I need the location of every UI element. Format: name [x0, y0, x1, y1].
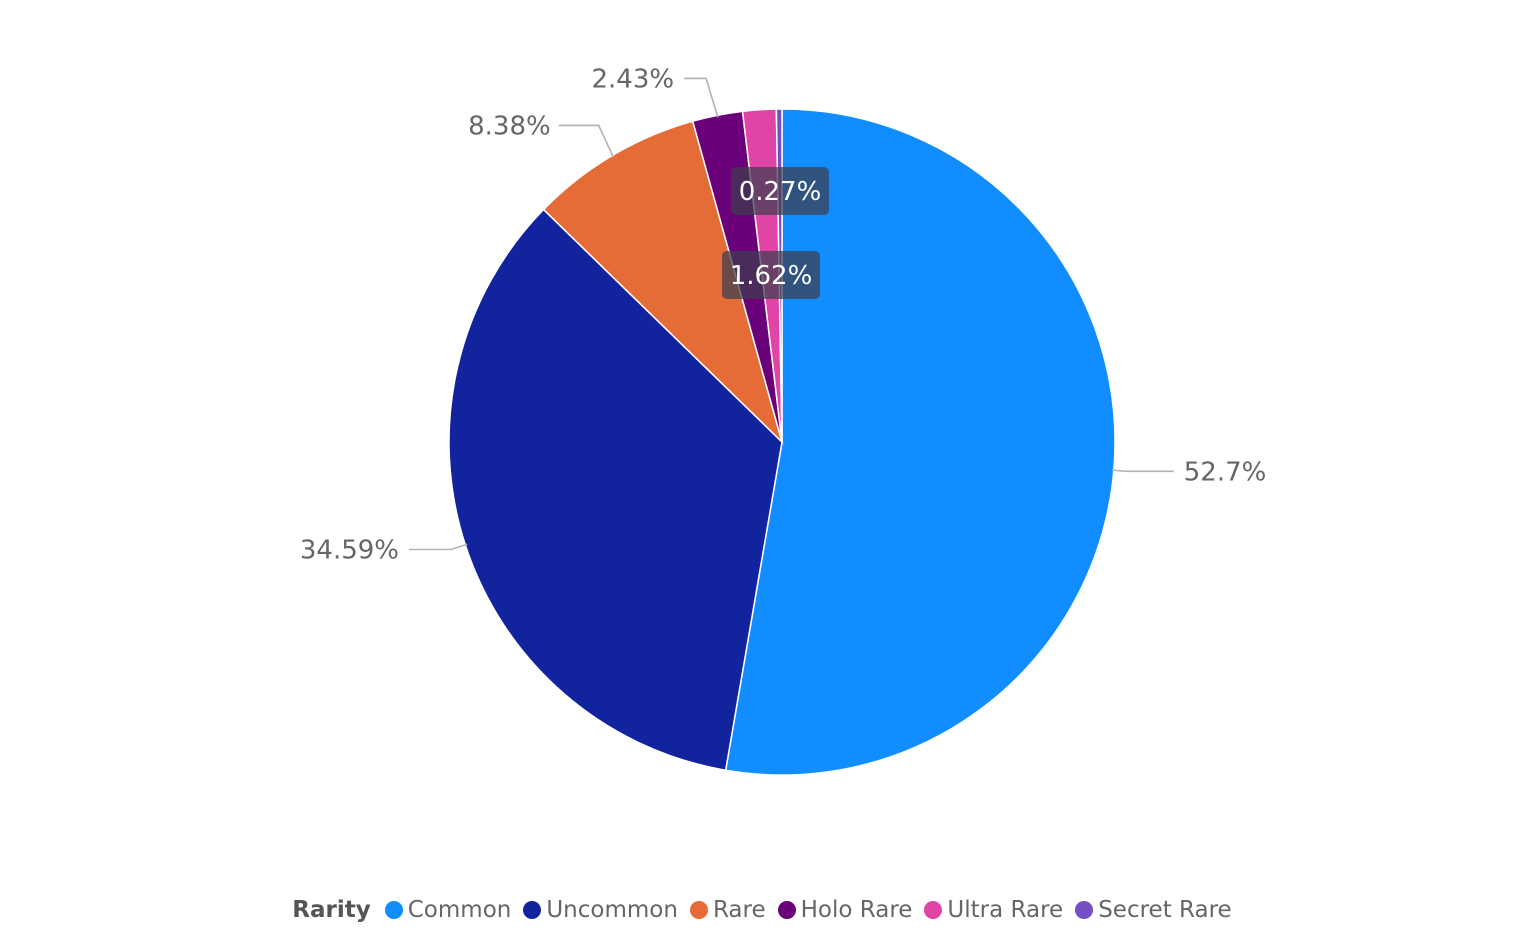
legend-label-common: Common — [407, 897, 512, 923]
data-label-secret-rare: 0.27% — [739, 177, 822, 207]
legend-title: Rarity — [292, 897, 371, 923]
leader-line-holo-rare — [684, 77, 719, 118]
legend-label-holo-rare: Holo Rare — [800, 897, 913, 923]
legend-item-uncommon[interactable]: Uncommon — [523, 897, 678, 923]
legend-marker-ultra-rare — [924, 901, 943, 919]
leader-line-rare — [558, 124, 615, 158]
data-label-rare: 8.38% — [468, 111, 551, 141]
legend-label-secret-rare: Secret Rare — [1098, 897, 1232, 923]
legend-item-common[interactable]: Common — [384, 897, 512, 923]
pie-slices — [448, 108, 1116, 776]
leader-line-common — [1111, 469, 1174, 473]
legend-marker-holo-rare — [777, 901, 796, 919]
data-label-uncommon: 34.59% — [300, 535, 399, 565]
legend-item-secret-rare[interactable]: Secret Rare — [1075, 897, 1232, 923]
legend-item-ultra-rare[interactable]: Ultra Rare — [924, 897, 1063, 923]
legend-item-rare[interactable]: Rare — [689, 897, 766, 923]
legend-items: Common Uncommon Rare Holo Rare Ultra Rare Sec… — [384, 897, 1244, 923]
legend: Rarity Common Uncommon Rare Holo Rare Ultra … — [0, 890, 1536, 930]
data-labels: 52.7% 34.59% 8.38% 2.43% 1.62% 0.27% — [300, 64, 1266, 565]
data-label-box-secret-rare — [731, 167, 829, 215]
leader-lines — [409, 77, 1174, 551]
legend-item-holo-rare[interactable]: Holo Rare — [777, 897, 913, 923]
legend-marker-common — [384, 901, 403, 919]
data-label-box-ultra-rare — [722, 251, 820, 299]
data-label-common: 52.7% — [1184, 457, 1267, 487]
data-label-ultra-rare: 1.62% — [730, 261, 813, 291]
legend-marker-rare — [689, 901, 708, 919]
legend-marker-uncommon — [523, 901, 542, 919]
leader-line-uncommon — [409, 543, 468, 551]
legend-label-uncommon: Uncommon — [546, 897, 678, 923]
legend-marker-secret-rare — [1075, 901, 1094, 919]
data-label-holo-rare: 2.43% — [591, 64, 674, 94]
legend-label-rare: Rare — [712, 897, 766, 923]
legend-label-ultra-rare: Ultra Rare — [947, 897, 1064, 923]
